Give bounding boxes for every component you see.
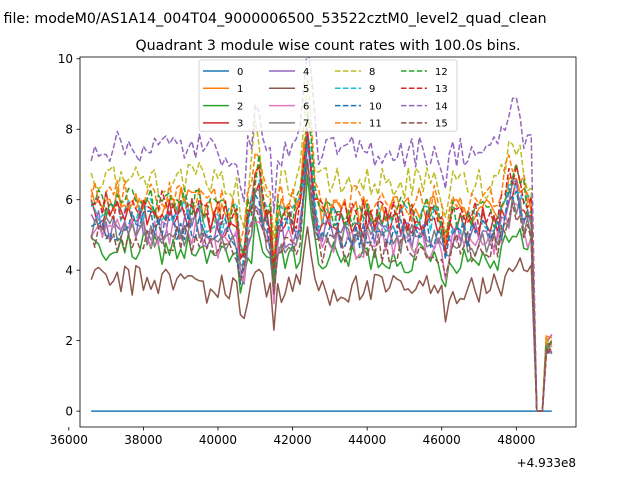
legend-label-8: 8 [369,67,375,78]
legend-label-0: 0 [237,67,243,78]
x-tick-label: 38000 [124,433,162,447]
series-line-3 [90,129,552,412]
series-line-10 [90,135,553,412]
legend-label-15: 15 [435,119,448,130]
series-line-2 [90,173,553,412]
legend-label-1: 1 [237,84,243,95]
series-line-6 [90,163,553,412]
legend-label-14: 14 [435,101,448,112]
legend-label-5: 5 [303,84,309,95]
y-tick-label: 0 [65,404,73,418]
y-tick-label: 4 [65,263,73,277]
legend-label-6: 6 [303,101,309,112]
axes: 36000 38000 40000 42000 44000 46000 48000 0 2 4 6 8… [50,52,577,447]
legend-label-2: 2 [237,101,243,112]
x-tick-label: 40000 [199,433,237,447]
x-offset-label: +4.933e8 [517,456,576,470]
legend-label-9: 9 [369,84,375,95]
series-line-1 [90,136,553,412]
legend-label-4: 4 [303,67,309,78]
series-line-5 [90,226,553,412]
series-line-8 [90,77,553,412]
series-line-11 [90,119,553,412]
series-line-9 [90,135,552,412]
series-line-14 [90,57,553,412]
chart-suptitle: n file: modeM0/AS1A14_004T04_9000006500_… [0,11,547,27]
plot-frame [79,56,577,428]
x-tick-label: 48000 [497,433,535,447]
legend-label-3: 3 [237,119,243,130]
series-line-13 [91,131,553,412]
legend-label-11: 11 [369,119,382,130]
x-tick-label: 46000 [423,433,461,447]
legend-label-13: 13 [435,84,448,95]
legend-box [198,59,458,132]
x-tick-label: 44000 [348,433,386,447]
series-layer [90,57,553,412]
series-line-12 [90,111,553,412]
legend-label-10: 10 [369,101,382,112]
x-tick-label: 36000 [50,433,88,447]
legend-label-12: 12 [435,67,448,78]
y-tick-label: 10 [58,52,73,66]
y-tick-label: 8 [65,123,73,137]
y-tick-label: 6 [65,193,73,207]
chart-title: Quadrant 3 module wise count rates with … [135,38,520,54]
x-tick-label: 42000 [273,433,311,447]
legend-label-7: 7 [303,119,309,130]
y-tick-label: 2 [65,334,73,348]
series-line-15 [90,160,553,412]
